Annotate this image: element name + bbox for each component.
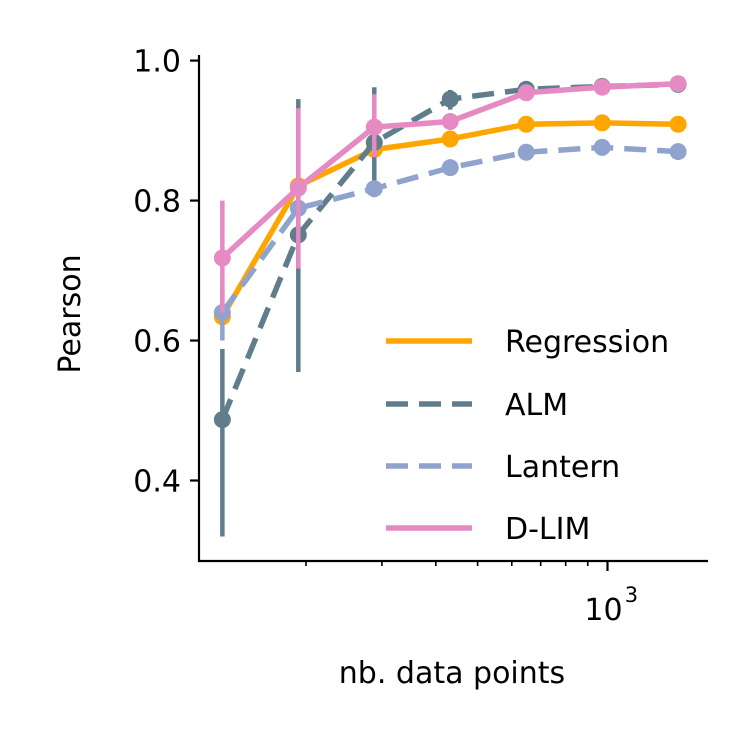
data-point xyxy=(289,179,307,197)
legend: Regression ALM Lantern D-LIM xyxy=(386,325,669,547)
series-regression xyxy=(213,114,687,326)
data-point xyxy=(669,115,687,133)
y-tick-label: 1.0 xyxy=(133,45,181,80)
y-tick-label: 0.6 xyxy=(133,325,181,360)
data-point xyxy=(593,114,611,132)
plot-area xyxy=(213,75,687,537)
x-tick-label: 10 xyxy=(584,593,622,628)
data-point xyxy=(213,411,231,429)
legend-label: Regression xyxy=(505,325,669,360)
y-axis-title: Pearson xyxy=(53,254,88,373)
data-point xyxy=(593,78,611,96)
data-point xyxy=(365,118,383,136)
data-point xyxy=(365,180,383,198)
data-point xyxy=(441,159,459,177)
data-point xyxy=(593,138,611,156)
series-lantern xyxy=(213,138,687,341)
data-point xyxy=(441,90,459,108)
legend-label: ALM xyxy=(505,388,568,423)
x-tick-exponent: 3 xyxy=(625,583,638,607)
y-tick-label: 0.8 xyxy=(133,185,181,220)
data-point xyxy=(669,143,687,161)
axes xyxy=(197,55,708,563)
data-point xyxy=(669,75,687,93)
data-point xyxy=(441,112,459,130)
series-d-lim xyxy=(213,75,687,313)
y-ticks: 0.4 0.6 0.8 1.0 xyxy=(133,45,199,500)
legend-label: D-LIM xyxy=(505,512,590,547)
data-point xyxy=(517,143,535,161)
legend-label: Lantern xyxy=(505,450,620,485)
data-point xyxy=(517,115,535,133)
data-point xyxy=(213,249,231,267)
y-tick-label: 0.4 xyxy=(133,465,181,500)
data-point xyxy=(517,84,535,102)
x-ticks: 10 3 xyxy=(305,561,638,628)
data-point xyxy=(441,130,459,148)
x-axis-title: nb. data points xyxy=(339,656,565,691)
